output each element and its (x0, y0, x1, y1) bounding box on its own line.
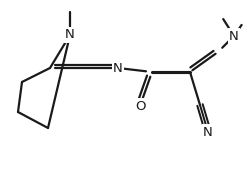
Text: N: N (203, 125, 213, 139)
Text: N: N (113, 61, 123, 75)
Text: O: O (135, 100, 145, 112)
Text: N: N (65, 28, 75, 41)
Text: N: N (229, 29, 239, 43)
